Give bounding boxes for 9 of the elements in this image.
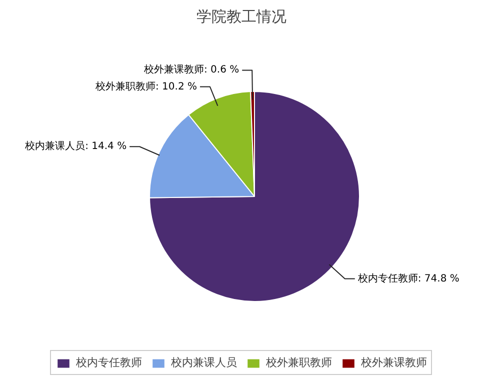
legend-label: 校内兼课人员 — [171, 355, 237, 370]
data-label: 校内专任教师: 74.8 % — [356, 272, 460, 284]
data-label: 校内兼课人员: 14.4 % — [24, 140, 127, 152]
data-label: 校外兼职教师: 10.2 % — [94, 80, 197, 92]
data-label: 校外兼课教师: 0.6 % — [142, 64, 240, 76]
legend-label: 校外兼课教师 — [361, 355, 427, 370]
legend-label: 校外兼职教师 — [266, 355, 332, 370]
chart-title: 学院教工情况 — [196, 8, 286, 26]
legend-label: 校内专任教师 — [76, 355, 142, 370]
